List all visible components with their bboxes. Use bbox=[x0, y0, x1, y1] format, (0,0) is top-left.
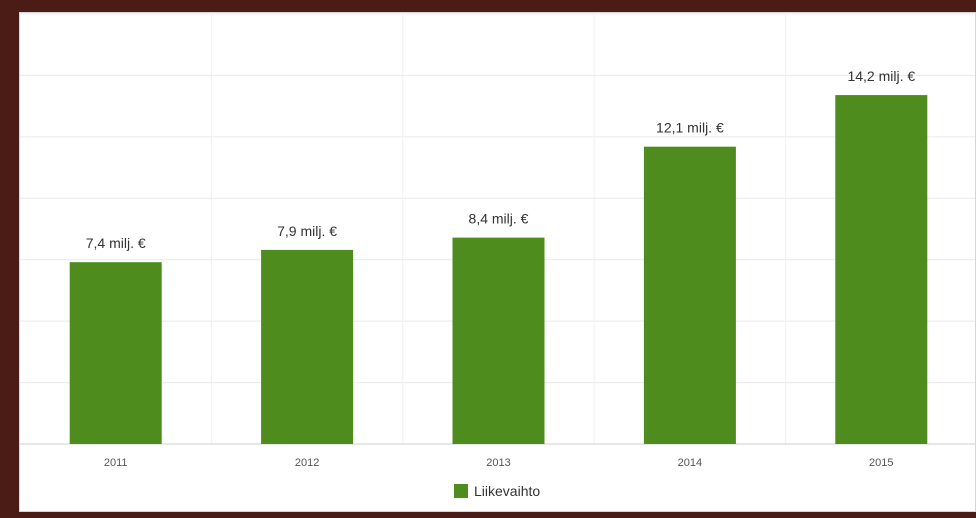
x-tick-label-2013: 2013 bbox=[486, 457, 510, 469]
data-label-2011: 7,4 milj. € bbox=[86, 235, 146, 251]
bar-2015[interactable] bbox=[835, 95, 928, 444]
bar-chart: 7,4 milj. € 2011 7,9 milj. € 2012 8,4 milj. … bbox=[20, 13, 975, 469]
data-label-2015: 14,2 milj. € bbox=[847, 68, 915, 84]
data-label-2013: 8,4 milj. € bbox=[469, 211, 529, 227]
x-tick-label-2012: 2012 bbox=[295, 457, 319, 469]
x-tick-label-2015: 2015 bbox=[869, 457, 893, 469]
legend-swatch bbox=[454, 484, 468, 498]
data-label-2014: 12,1 milj. € bbox=[656, 120, 724, 136]
legend-label: Liikevaihto bbox=[474, 483, 541, 499]
legend[interactable]: Liikevaihto bbox=[454, 483, 540, 499]
bar-2014[interactable] bbox=[643, 146, 736, 444]
data-label-2012: 7,9 milj. € bbox=[277, 223, 337, 239]
x-tick-label-2011: 2011 bbox=[104, 457, 128, 469]
bar-2011[interactable] bbox=[69, 262, 162, 444]
x-tick-label-2014: 2014 bbox=[678, 457, 702, 469]
chart-panel: 7,4 milj. € 2011 7,9 milj. € 2012 8,4 milj. … bbox=[19, 12, 976, 512]
bar-2012[interactable] bbox=[261, 249, 354, 444]
bar-2013[interactable] bbox=[452, 237, 545, 444]
